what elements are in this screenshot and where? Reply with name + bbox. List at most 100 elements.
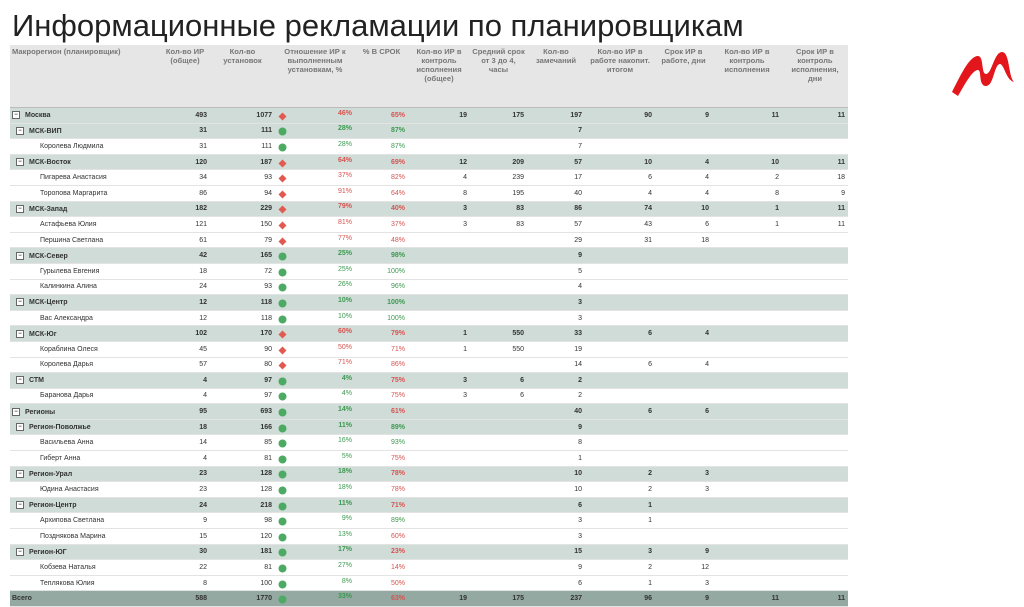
- collapse-toggle[interactable]: −: [16, 469, 24, 478]
- collapse-toggle[interactable]: −: [16, 376, 24, 385]
- value-cell: [782, 388, 848, 405]
- cell-value: 57: [199, 361, 207, 369]
- cell-value: 6: [578, 501, 582, 509]
- value-cell: [470, 123, 527, 140]
- cell-value: 61%: [390, 408, 405, 416]
- value-cell: 118: [210, 294, 275, 311]
- row-name: МСК-Восток: [29, 158, 71, 166]
- status-shape: [278, 127, 287, 136]
- value-cell: 25%: [275, 247, 355, 264]
- collapse-toggle[interactable]: −: [12, 111, 20, 120]
- cell-value: 37%: [337, 172, 352, 180]
- collapse-toggle[interactable]: −: [16, 251, 24, 260]
- value-cell: 31: [585, 232, 655, 249]
- value-cell: 11: [782, 107, 848, 124]
- cell-value: 14%: [337, 406, 352, 414]
- cell-value: 27%: [337, 562, 352, 570]
- cell-value: 9: [841, 189, 845, 197]
- collapse-toggle[interactable]: −: [16, 329, 24, 338]
- row-name-cell: Королева Дарья: [10, 357, 160, 374]
- row-name: Гурылева Евгения: [40, 267, 100, 275]
- status-icon: [278, 486, 287, 495]
- cell-value: 4: [705, 361, 709, 369]
- value-cell: 93: [210, 279, 275, 296]
- value-cell: 1: [527, 450, 585, 467]
- collapse-toggle[interactable]: −: [16, 298, 24, 307]
- collapse-toggle[interactable]: −: [12, 407, 20, 416]
- collapse-toggle[interactable]: −: [16, 423, 24, 432]
- value-cell: [585, 388, 655, 405]
- collapse-toggle[interactable]: −: [16, 158, 24, 167]
- collapse-toggle[interactable]: −: [16, 547, 24, 556]
- cell-value: 11: [837, 205, 845, 213]
- value-cell: 4: [527, 279, 585, 296]
- value-cell: 77%: [275, 232, 355, 249]
- cell-value: 29: [574, 236, 582, 244]
- value-cell: 6: [585, 357, 655, 374]
- value-cell: 87%: [355, 123, 408, 140]
- value-cell: [408, 123, 470, 140]
- value-cell: [712, 512, 782, 530]
- value-cell: 14%: [275, 403, 355, 420]
- collapse-toggle[interactable]: −: [16, 126, 24, 135]
- table-row: Васильева Анна 14 85 16% 93% 8: [10, 434, 848, 452]
- value-cell: 96: [585, 590, 655, 607]
- collapse-toggle[interactable]: −: [16, 204, 24, 213]
- cell-value: 3: [648, 548, 652, 556]
- table-row: Калинкина Алина 24 93 26% 96% 4: [10, 279, 848, 296]
- value-cell: [712, 247, 782, 264]
- status-icon: [278, 174, 287, 183]
- value-cell: 2: [527, 372, 585, 389]
- value-cell: 1: [408, 325, 470, 342]
- value-cell: [585, 450, 655, 467]
- cell-value: 9: [578, 564, 582, 572]
- cell-value: 40: [574, 189, 582, 197]
- row-name-cell: Вас Александра: [10, 310, 160, 327]
- value-cell: 75%: [355, 372, 408, 389]
- cell-value: 4: [203, 454, 207, 462]
- value-cell: 30: [160, 544, 210, 561]
- value-cell: [655, 341, 712, 358]
- cell-value: 10: [644, 158, 652, 166]
- cell-value: 3: [578, 314, 582, 322]
- value-cell: 72: [210, 263, 275, 280]
- cell-value: 90: [264, 345, 272, 353]
- value-cell: 9: [655, 590, 712, 607]
- value-cell: 80: [210, 357, 275, 374]
- cell-value: 1077: [256, 111, 272, 119]
- value-cell: [712, 294, 782, 311]
- value-cell: 693: [210, 403, 275, 420]
- status-shape: [278, 455, 287, 464]
- value-cell: 28%: [275, 123, 355, 140]
- cell-value: 100%: [387, 298, 405, 306]
- row-name: МСК-Север: [29, 252, 68, 260]
- value-cell: 11: [782, 154, 848, 171]
- status-icon: [278, 205, 287, 214]
- row-name: МСК-Центр: [29, 299, 68, 307]
- value-cell: 3: [408, 372, 470, 389]
- row-name-cell: − Москва: [10, 107, 160, 124]
- value-cell: 24: [160, 497, 210, 514]
- value-cell: 93%: [355, 434, 408, 452]
- collapse-toggle[interactable]: −: [16, 501, 24, 510]
- cell-value: 6: [578, 579, 582, 587]
- value-cell: 100: [210, 575, 275, 592]
- cell-value: 19: [574, 345, 582, 353]
- cell-value: 187: [260, 158, 272, 166]
- value-cell: 24: [160, 279, 210, 296]
- value-cell: [782, 325, 848, 342]
- cell-value: 65%: [390, 111, 405, 119]
- status-shape: [278, 486, 287, 495]
- status-icon: [278, 533, 287, 542]
- value-cell: 11: [782, 590, 848, 607]
- cell-value: 12: [459, 158, 467, 166]
- value-cell: 3: [527, 528, 585, 545]
- cell-value: 4%: [341, 390, 352, 398]
- value-cell: 9: [527, 559, 585, 576]
- value-cell: 7: [527, 123, 585, 140]
- row-name-cell: Позднякова Марина: [10, 528, 160, 545]
- row-name-cell: Кораблина Олеся: [10, 341, 160, 358]
- cell-value: 80: [264, 361, 272, 369]
- value-cell: 11%: [275, 497, 355, 514]
- table-row: Кораблина Олеся 45 90 50% 71% 1 550 19: [10, 341, 848, 358]
